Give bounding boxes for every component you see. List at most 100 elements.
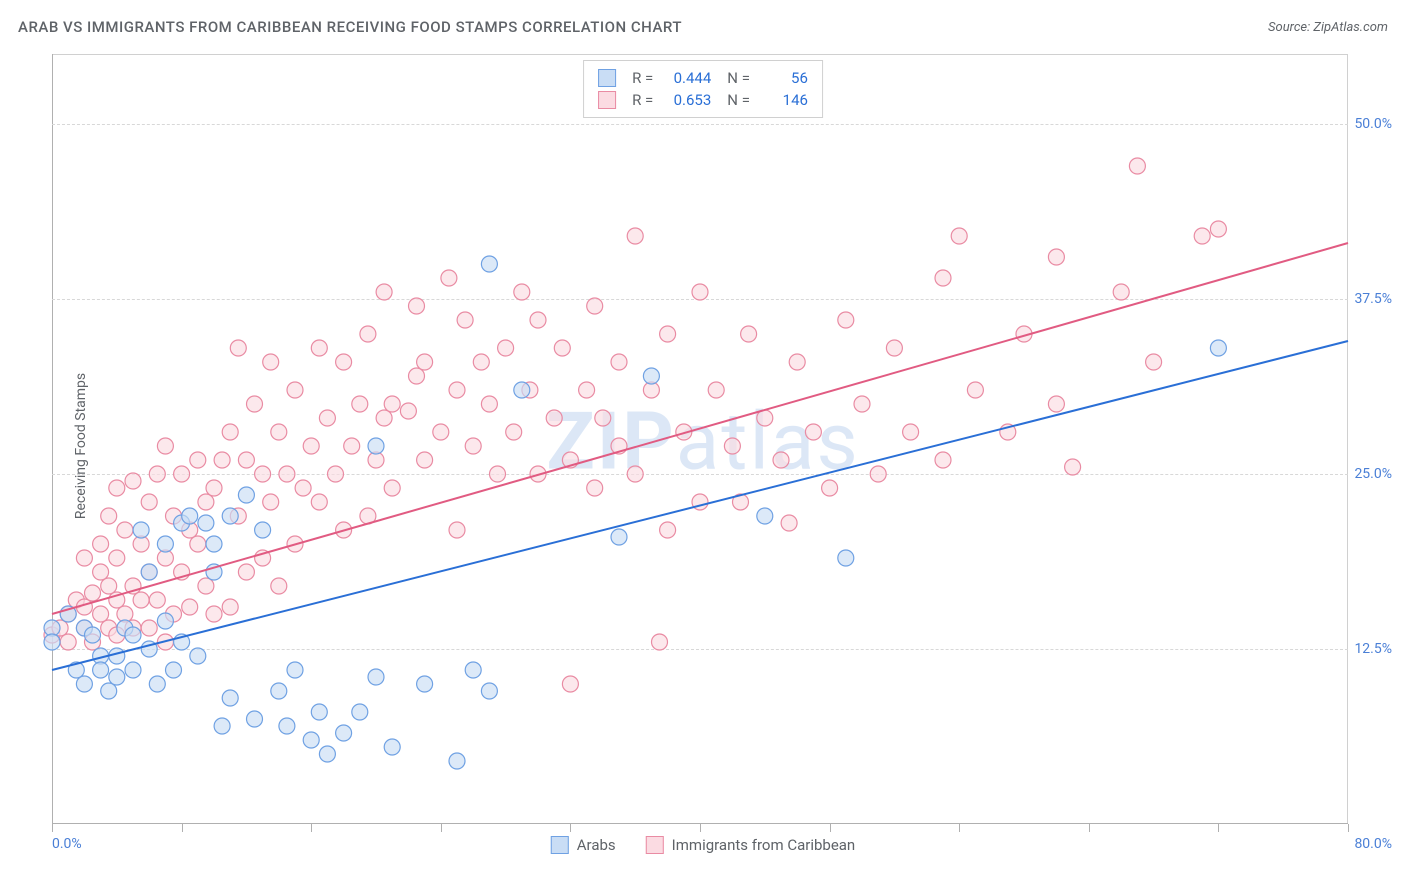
scatter-point-a [465,662,481,678]
scatter-point-a [336,725,352,741]
correlation-stats-box: R = 0.444 N = 56 R = 0.653 N = 146 [583,60,823,118]
scatter-point-b [141,620,157,636]
scatter-point-a [368,669,384,685]
y-tick-label: 25.0% [1354,466,1392,482]
scatter-point-b [117,522,133,538]
x-tick [570,824,571,832]
scatter-point-b [101,578,117,594]
scatter-point-b [263,354,279,370]
scatter-point-b [781,515,797,531]
scatter-point-a [311,704,327,720]
stats-row-series-b: R = 0.653 N = 146 [598,89,808,111]
scatter-point-b [157,438,173,454]
scatter-point-b [660,522,676,538]
scatter-point-b [1065,459,1081,475]
scatter-point-b [741,326,757,342]
x-axis-max-label: 80.0% [1354,836,1392,852]
scatter-point-b [247,396,263,412]
scatter-point-b [481,396,497,412]
scatter-point-a [1210,340,1226,356]
x-tick [700,824,701,832]
scatter-point-b [190,452,206,468]
scatter-point-b [279,466,295,482]
scatter-point-a [238,487,254,503]
scatter-point-b [263,494,279,510]
scatter-point-b [595,410,611,426]
source-attribution: Source: ZipAtlas.com [1268,20,1388,35]
scatter-point-b [546,410,562,426]
x-tick [830,824,831,832]
scatter-point-b [311,494,327,510]
scatter-point-a [76,676,92,692]
scatter-point-a [125,627,141,643]
stat-R-key: R = [626,67,653,89]
scatter-point-a [838,550,854,566]
x-tick [182,824,183,832]
scatter-point-b [198,494,214,510]
scatter-point-a [303,732,319,748]
scatter-point-b [141,494,157,510]
stat-R-value-a: 0.444 [663,67,711,89]
scatter-point-b [935,270,951,286]
scatter-point-a [93,662,109,678]
scatter-point-b [652,634,668,650]
scatter-point-b [611,354,627,370]
scatter-point-b [441,270,457,286]
scatter-point-b [328,466,344,482]
scatter-point-a [109,669,125,685]
scatter-point-b [222,424,238,440]
scatter-point-b [789,354,805,370]
scatter-point-b [311,340,327,356]
scatter-point-b [1129,158,1145,174]
scatter-point-b [174,466,190,482]
scatter-point-b [692,284,708,300]
scatter-point-b [206,606,222,622]
legend-item-series-a: Arabs [551,836,616,854]
scatter-point-b [838,312,854,328]
scatter-point-b [271,578,287,594]
scatter-point-b [238,564,254,580]
scatter-point-b [1194,228,1210,244]
scatter-point-b [708,382,724,398]
scatter-point-b [449,382,465,398]
swatch-series-b [598,91,616,109]
scatter-point-b [417,354,433,370]
x-tick [52,824,53,832]
scatter-point-a [757,508,773,524]
scatter-point-b [409,298,425,314]
scatter-point-b [903,424,919,440]
scatter-point-b [182,599,198,615]
scatter-point-a [198,515,214,531]
stat-N-key: N = [721,89,750,111]
legend-item-series-b: Immigrants from Caribbean [646,836,856,854]
scatter-point-a [384,739,400,755]
scatter-point-b [951,228,967,244]
scatter-point-b [400,403,416,419]
scatter-point-b [93,564,109,580]
scatter-point-b [222,599,238,615]
legend-swatch-a [551,836,569,854]
scatter-point-a [611,529,627,545]
x-tick [959,824,960,832]
scatter-point-b [417,452,433,468]
scatter-point-b [384,396,400,412]
scatter-point-b [822,480,838,496]
stat-R-key: R = [626,89,653,111]
scatter-point-a [214,718,230,734]
scatter-point-b [109,550,125,566]
scatter-point-a [206,536,222,552]
stat-R-value-b: 0.653 [663,89,711,111]
scatter-point-a [481,256,497,272]
scatter-point-a [101,683,117,699]
scatter-point-b [490,466,506,482]
scatter-point-a [166,662,182,678]
scatter-plot-svg [52,54,1348,824]
header: ARAB VS IMMIGRANTS FROM CARIBBEAN RECEIV… [0,0,1406,44]
legend-label-a: Arabs [577,836,616,854]
scatter-point-b [295,480,311,496]
scatter-point-b [93,536,109,552]
scatter-point-b [1048,396,1064,412]
scatter-point-b [352,396,368,412]
scatter-point-b [465,438,481,454]
scatter-point-a [141,564,157,580]
